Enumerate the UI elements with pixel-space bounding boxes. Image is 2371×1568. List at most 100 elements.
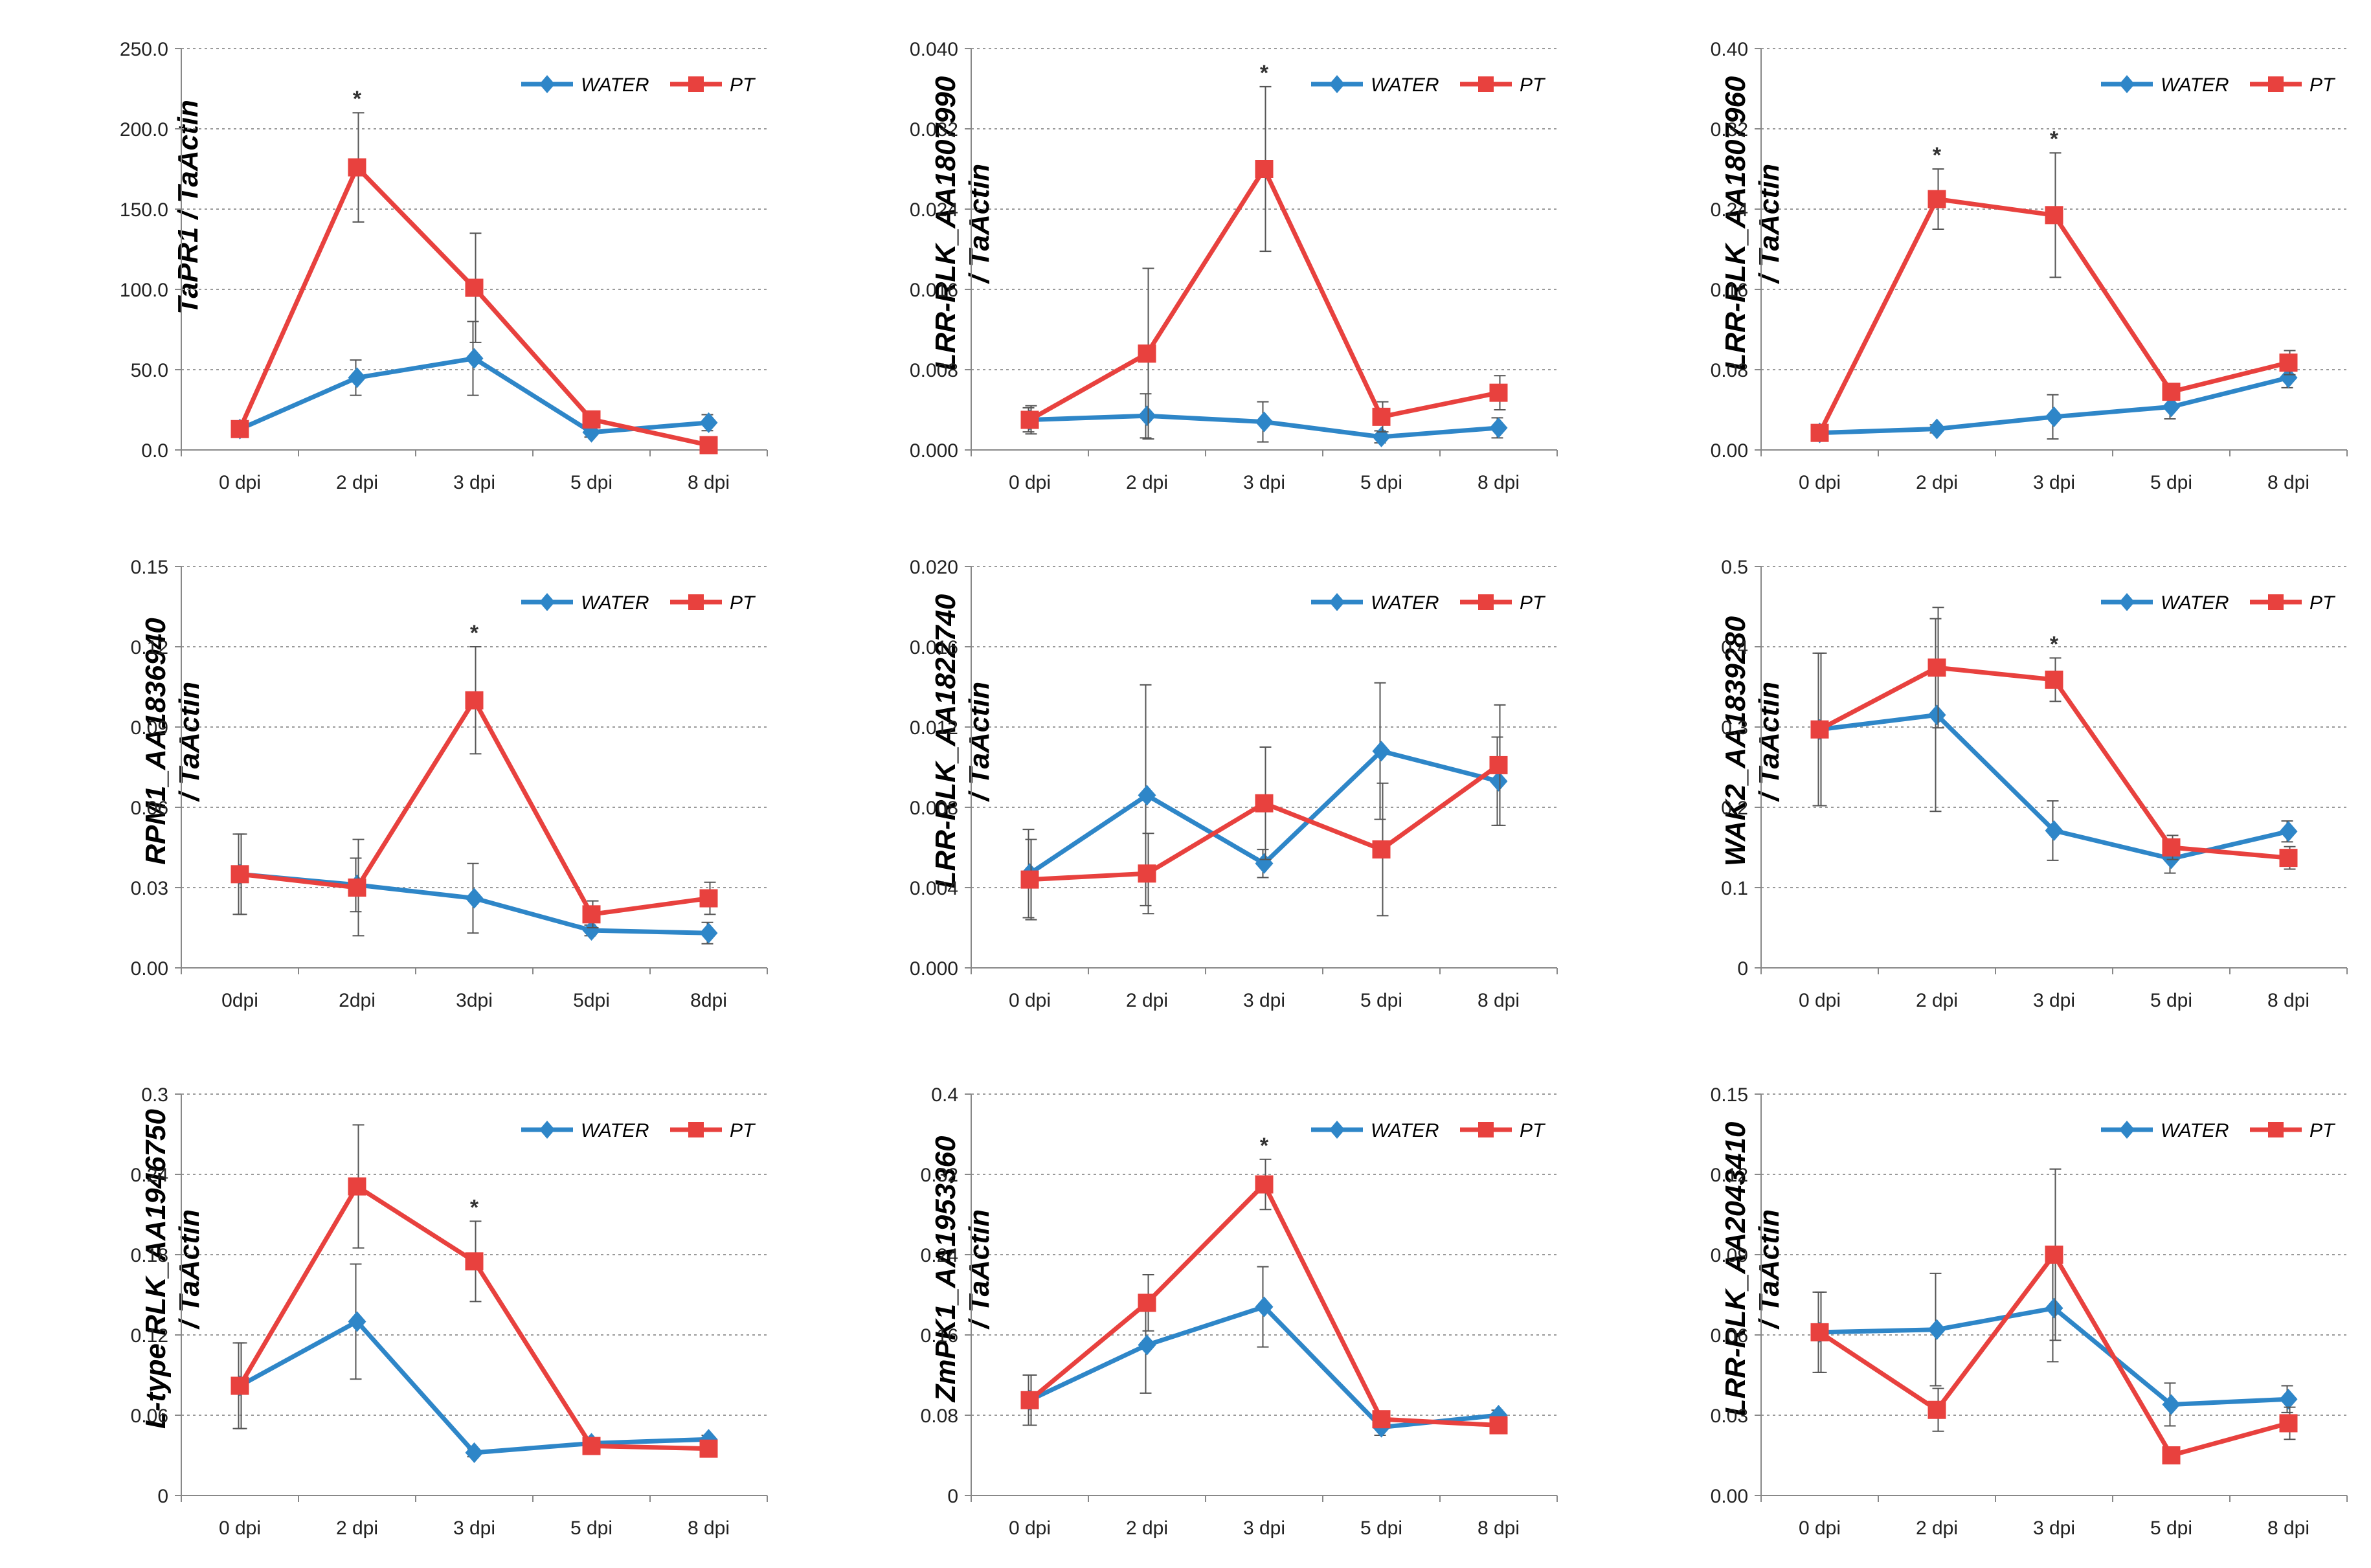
data-point-water <box>699 923 718 944</box>
chart-svg: 0.0 50.0 100.0 150.0 200.0 250.0 0 dpi 2 dpi 3 d… <box>120 39 768 493</box>
legend-marker-pt <box>2268 594 2284 610</box>
chart-panel: LRR-RLK_AA1807990/ TaActin 0.000 0.008 0.01… <box>790 0 1567 511</box>
x-tick-label: 2 dpi <box>1916 990 1958 1011</box>
data-point-water <box>465 348 484 369</box>
y-tick-label: 0.00 <box>131 958 168 980</box>
legend: WATER PT <box>2101 1120 2336 1141</box>
x-tick-label: 0 dpi <box>1799 990 1841 1011</box>
x-tick-label: 5 dpi <box>2150 472 2192 493</box>
legend-label-pt: PT <box>2309 1120 2336 1141</box>
data-point-pt <box>2045 1246 2063 1264</box>
x-tick-label: 0 dpi <box>1009 990 1051 1011</box>
data-point-pt <box>1138 344 1156 363</box>
y-tick-label: 0.032 <box>910 119 958 140</box>
legend-label-pt: PT <box>730 592 756 614</box>
legend-marker-water <box>1329 593 1345 611</box>
y-tick-label: 200.0 <box>120 119 168 140</box>
y-tick-label: 0.06 <box>131 798 168 819</box>
y-tick-label: 0.08 <box>1711 360 1748 381</box>
series-line-water <box>238 1319 709 1455</box>
y-tick-label: 0.09 <box>1711 1245 1748 1266</box>
x-tick-label: 3 dpi <box>1243 1518 1285 1539</box>
y-tick-label: 0.040 <box>910 39 958 60</box>
x-tick-label: 5 dpi <box>570 472 612 493</box>
legend-marker-pt <box>1478 594 1494 610</box>
x-tick-label: 0 dpi <box>219 1518 261 1539</box>
data-point-pt <box>1020 1391 1039 1409</box>
x-tick-label: 3dpi <box>456 990 493 1011</box>
x-tick-label: 3 dpi <box>1243 472 1285 493</box>
y-tick-label: 0.3 <box>1721 717 1748 739</box>
y-tick-label: 0.40 <box>1711 39 1748 60</box>
legend: WATER PT <box>1311 592 1546 614</box>
x-tick-label: 2 dpi <box>336 472 378 493</box>
legend-label-pt: PT <box>730 1120 756 1141</box>
y-tick-label: 0.08 <box>921 1406 958 1427</box>
data-point-water <box>2279 821 2298 842</box>
data-point-pt <box>2279 849 2298 868</box>
y-tick-label: 0.4 <box>931 1084 958 1106</box>
legend-marker-water <box>2119 1121 2135 1139</box>
x-tick-label: 5 dpi <box>2150 1518 2192 1539</box>
data-point-water <box>1138 405 1156 427</box>
chart-panel: WAK2_AA1839280/ TaActin 0 0.1 0.2 0.3 0.4 0.5 0… <box>1580 518 2357 1029</box>
data-point-pt <box>699 889 718 908</box>
data-point-pt <box>348 1177 366 1196</box>
data-point-pt <box>2279 353 2298 372</box>
data-point-water <box>582 920 601 941</box>
chart-svg: 0 0.1 0.2 0.3 0.4 0.5 0 dpi 2 dpi 3 dpi 5 dpi 8 dp… <box>1721 557 2348 1011</box>
data-point-pt <box>230 1376 249 1395</box>
y-tick-label: 0.12 <box>131 1325 168 1347</box>
legend-marker-pt <box>1478 76 1494 92</box>
y-tick-label: 0.06 <box>131 1406 168 1427</box>
x-tick-label: 5 dpi <box>1360 990 1402 1011</box>
series-line-pt <box>1817 197 2289 434</box>
y-tick-label: 0.4 <box>1721 637 1748 658</box>
chart-svg: 0.00 0.03 0.06 0.09 0.12 0.15 0dpi 2dpi 3dpi 5dpi… <box>131 557 768 1011</box>
x-tick-label: 8 dpi <box>2267 990 2309 1011</box>
x-tick-label: 3 dpi <box>2033 1518 2075 1539</box>
x-tick-label: 0 dpi <box>1009 472 1051 493</box>
x-tick-label: 2 dpi <box>336 1518 378 1539</box>
y-tick-label: 0.016 <box>910 637 958 658</box>
chart-svg: 0.000 0.004 0.008 0.012 0.016 0.020 0 dpi 2 dpi… <box>910 557 1558 1011</box>
chart-svg: 0.000 0.008 0.016 0.024 0.032 0.040 0 dpi 2 dpi… <box>910 39 1558 493</box>
data-point-pt <box>2045 206 2063 225</box>
legend-label-water: WATER <box>1371 74 1439 96</box>
y-tick-label: 0.24 <box>921 1245 958 1266</box>
legend-label-water: WATER <box>581 1120 649 1141</box>
legend: WATER PT <box>1311 1120 1546 1141</box>
y-tick-label: 250.0 <box>120 39 168 60</box>
data-point-water <box>1489 417 1508 438</box>
legend: WATER PT <box>1311 74 1546 96</box>
x-tick-label: 8dpi <box>690 990 727 1011</box>
x-tick-label: 2 dpi <box>1916 472 1958 493</box>
legend: WATER PT <box>521 1120 756 1141</box>
legend-marker-water <box>539 75 555 93</box>
legend-label-water: WATER <box>1371 592 1439 614</box>
significance-marker: * <box>2050 127 2059 151</box>
chart-panel: LRR-RLK_AA2043410/ TaActin 0.00 0.03 0.06 0.… <box>1580 1046 2357 1557</box>
y-tick-label: 0.12 <box>131 637 168 658</box>
data-point-pt <box>1927 658 1946 677</box>
legend-label-pt: PT <box>2309 74 2336 96</box>
data-point-water <box>348 367 366 388</box>
legend: WATER PT <box>2101 74 2336 96</box>
legend-marker-pt <box>688 76 704 92</box>
y-tick-label: 50.0 <box>131 360 168 381</box>
data-point-pt <box>2162 838 2181 857</box>
x-tick-label: 0dpi <box>221 990 258 1011</box>
data-point-water <box>2045 406 2063 427</box>
y-tick-label: 0 <box>947 1486 958 1507</box>
significance-marker: * <box>1260 61 1269 85</box>
x-tick-label: 0 dpi <box>1009 1518 1051 1539</box>
legend-marker-water <box>2119 593 2135 611</box>
x-tick-label: 0 dpi <box>1799 472 1841 493</box>
y-tick-label: 100.0 <box>120 280 168 301</box>
series-line-pt <box>1028 166 1500 422</box>
legend-marker-water <box>2119 75 2135 93</box>
data-point-water <box>1138 1334 1156 1356</box>
legend-marker-water <box>1329 1121 1345 1139</box>
y-tick-label: 150.0 <box>120 199 168 221</box>
legend: WATER PT <box>521 74 756 96</box>
